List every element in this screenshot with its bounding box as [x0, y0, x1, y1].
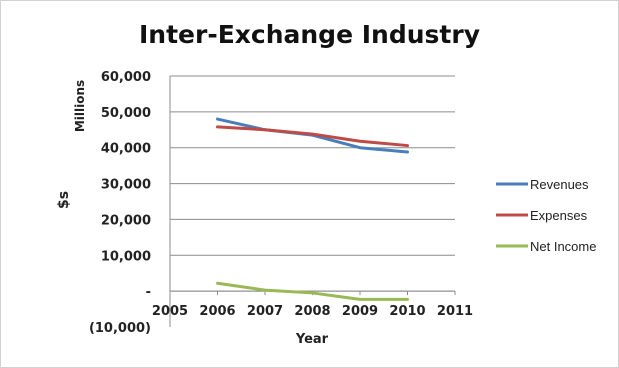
x-tick-label: 2008: [294, 304, 330, 319]
y-tick-label: 30,000: [101, 178, 151, 193]
x-tick-label: 2009: [342, 304, 378, 319]
x-tick-label: 2005: [152, 304, 188, 319]
y-tick-label: 60,000: [101, 70, 151, 85]
x-tick-label: 2006: [199, 304, 235, 319]
chart-title: Inter-Exchange Industry: [138, 20, 480, 49]
legend-label: Net Income: [530, 239, 596, 254]
y-tick-label: (10,000): [89, 321, 151, 336]
series-line-expenses: [216, 125, 409, 148]
y-axis-label: $s: [56, 191, 72, 209]
y-axis-unit-label: Millions: [73, 80, 87, 132]
x-tick-label: 2010: [389, 304, 425, 319]
series-line-net-income: [216, 281, 409, 301]
x-tick-label: 2011: [437, 304, 473, 319]
x-tick-label: 2007: [247, 304, 283, 319]
y-tick-label: 20,000: [101, 213, 151, 228]
y-tick-label: -: [146, 285, 151, 300]
y-tick-label: 50,000: [101, 106, 151, 121]
y-tick-label: 10,000: [101, 249, 151, 264]
legend-label: Expenses: [530, 208, 588, 223]
legend-label: Revenues: [530, 177, 589, 192]
y-tick-label: 40,000: [101, 142, 151, 157]
x-axis-label: Year: [295, 332, 329, 347]
